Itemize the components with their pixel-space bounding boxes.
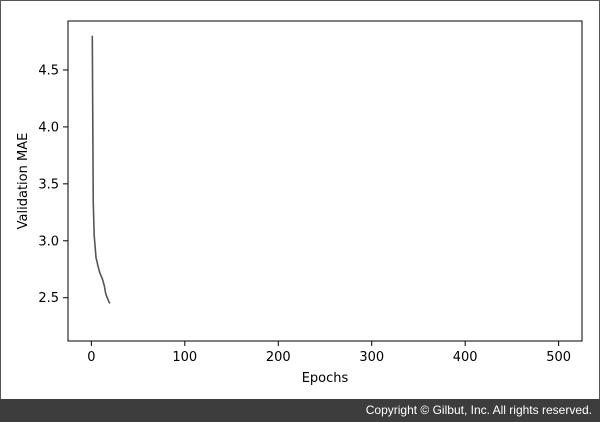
- y-tick-label: 2.5: [38, 291, 59, 306]
- y-tick-label: 4.0: [38, 120, 59, 135]
- y-axis-label: Validation MAE: [16, 133, 31, 230]
- chart-frame: 0 100 200 300 400 500 2.5 3.0 3.5 4.0 4.5 Epochs …: [0, 0, 600, 400]
- copyright-text: Copyright © Gilbut, Inc. All rights rese…: [365, 403, 592, 417]
- x-tick-label: 400: [453, 350, 478, 365]
- validation-mae-line: [91, 35, 111, 304]
- x-axis-ticks: 0 100 200 300 400 500: [87, 341, 571, 365]
- plot-area: [68, 21, 582, 341]
- y-tick-label: 3.5: [38, 177, 59, 192]
- x-tick-label: 100: [172, 350, 197, 365]
- x-tick-label: 0: [87, 350, 95, 365]
- y-axis-ticks: 2.5 3.0 3.5 4.0 4.5: [38, 63, 68, 306]
- y-tick-label: 3.0: [38, 234, 59, 249]
- x-tick-label: 200: [266, 350, 291, 365]
- x-axis-label: Epochs: [302, 371, 349, 386]
- x-tick-label: 300: [359, 350, 384, 365]
- validation-mae-chart: 0 100 200 300 400 500 2.53.03.54.04.5 Epochs …: [16, 20, 583, 386]
- plot-border: [67, 20, 583, 342]
- y-tick-label: 4.5: [38, 63, 59, 78]
- copyright-bar: Copyright © Gilbut, Inc. All rights rese…: [0, 399, 600, 422]
- x-tick-label: 500: [546, 350, 571, 365]
